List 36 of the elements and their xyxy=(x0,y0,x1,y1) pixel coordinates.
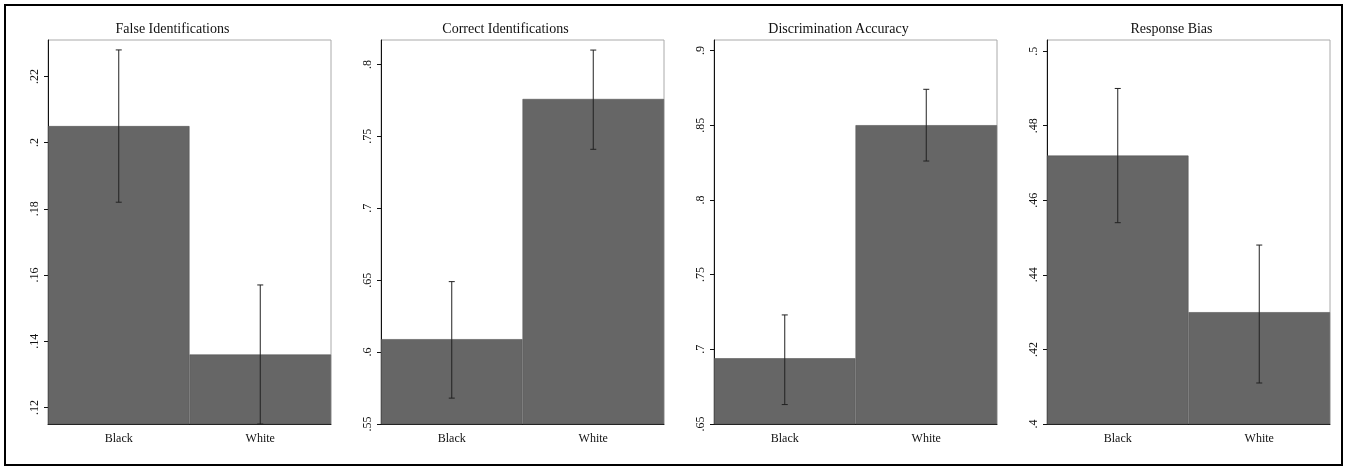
y-tick-label: .5 xyxy=(1026,46,1040,56)
chart-title: Response Bias xyxy=(1130,20,1213,36)
y-tick-label: .8 xyxy=(693,195,707,205)
y-tick-label: .6 xyxy=(360,347,374,357)
y-tick-label: .55 xyxy=(360,416,374,432)
y-tick-label: .44 xyxy=(1026,267,1040,283)
y-tick-label: .42 xyxy=(1026,341,1040,357)
x-tick-label: White xyxy=(1244,431,1274,445)
y-tick-label: .2 xyxy=(27,138,41,148)
chart-title: Correct Identifications xyxy=(442,20,569,36)
y-tick-label: .4 xyxy=(1026,419,1040,429)
y-tick-label: .85 xyxy=(693,117,707,133)
chart-title: Discrimination Accuracy xyxy=(768,20,909,36)
y-tick-label: .75 xyxy=(360,128,374,144)
chart-title: False Identifications xyxy=(115,20,230,36)
y-tick-label: .75 xyxy=(693,267,707,283)
y-tick-label: .7 xyxy=(360,203,374,213)
x-tick-label: White xyxy=(578,431,608,445)
x-tick-label: Black xyxy=(437,431,466,445)
y-tick-label: .65 xyxy=(360,272,374,288)
y-tick-label: .18 xyxy=(27,201,41,217)
x-tick-label: White xyxy=(911,431,941,445)
y-tick-label: .9 xyxy=(693,45,707,55)
y-tick-label: .65 xyxy=(693,416,707,432)
y-tick-label: .8 xyxy=(360,59,374,69)
y-tick-label: .14 xyxy=(27,333,41,349)
x-tick-label: Black xyxy=(104,431,133,445)
y-tick-label: .16 xyxy=(27,267,41,283)
y-tick-label: .12 xyxy=(27,399,41,415)
y-tick-label: .22 xyxy=(27,68,41,84)
y-tick-label: .7 xyxy=(693,344,707,354)
x-tick-label: White xyxy=(245,431,275,445)
y-tick-label: .48 xyxy=(1026,118,1040,134)
y-tick-label: .46 xyxy=(1026,192,1040,208)
x-tick-label: Black xyxy=(1103,431,1132,445)
x-tick-label: Black xyxy=(770,431,799,445)
